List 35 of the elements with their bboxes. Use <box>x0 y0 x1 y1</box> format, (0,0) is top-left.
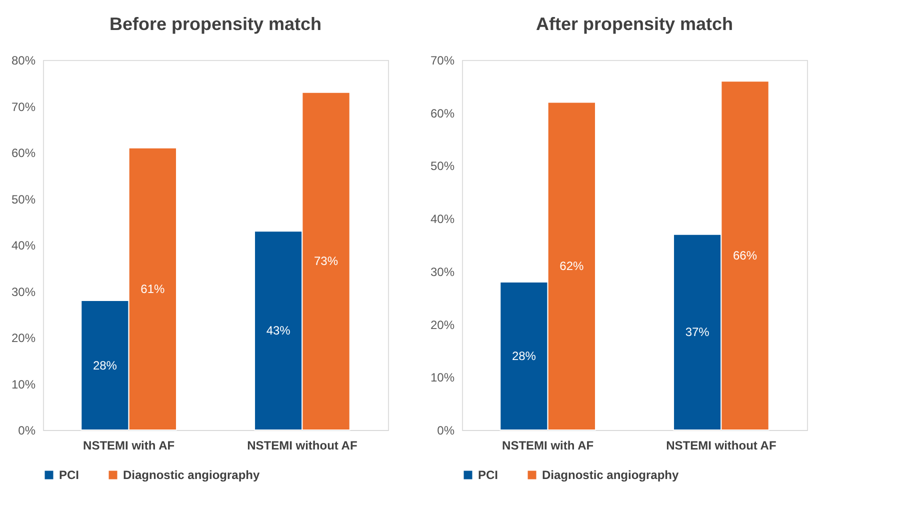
y-tick-label: 40% <box>430 212 455 226</box>
y-tick-label: 80% <box>11 54 36 68</box>
legend-label: Diagnostic angiography <box>123 468 260 482</box>
chart-title: Before propensity match <box>109 14 322 34</box>
y-tick-label: 50% <box>430 159 455 174</box>
legend-label: PCI <box>478 468 498 482</box>
y-tick-label: 60% <box>430 106 455 120</box>
x-tick-label: NSTEMI with AF <box>83 438 175 452</box>
y-tick-label: 70% <box>11 100 36 114</box>
y-tick-label: 50% <box>11 192 36 206</box>
x-tick-label: NSTEMI without AF <box>247 438 358 452</box>
x-tick-label: NSTEMI without AF <box>666 438 776 452</box>
data-label: 61% <box>140 282 165 296</box>
x-tick-label: NSTEMI with AF <box>502 438 594 452</box>
data-label: 28% <box>92 358 118 372</box>
y-tick-label: 10% <box>11 377 36 392</box>
data-label: 37% <box>685 325 710 340</box>
data-label: 66% <box>733 248 758 263</box>
y-tick-label: 0% <box>18 424 36 438</box>
y-tick-label: 30% <box>11 284 36 299</box>
data-label: 28% <box>512 349 536 363</box>
y-tick-label: 70% <box>430 54 455 68</box>
y-tick-label: 0% <box>437 424 455 438</box>
data-label: 73% <box>314 254 338 268</box>
y-tick-label: 30% <box>430 264 455 279</box>
y-tick-label: 20% <box>430 318 455 332</box>
data-label: 62% <box>560 259 584 274</box>
legend-label: PCI <box>59 468 80 482</box>
legend-label: Diagnostic angiography <box>542 468 680 482</box>
y-tick-label: 40% <box>11 238 36 252</box>
y-tick-label: 60% <box>11 146 36 160</box>
y-tick-label: 10% <box>430 370 455 385</box>
y-tick-label: 20% <box>11 331 36 345</box>
data-label: 43% <box>266 324 291 338</box>
chart-title: After propensity match <box>536 14 734 34</box>
